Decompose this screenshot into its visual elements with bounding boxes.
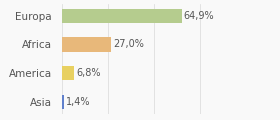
- Bar: [62, 37, 111, 52]
- Bar: [62, 66, 74, 80]
- Bar: [62, 9, 181, 23]
- Text: 1,4%: 1,4%: [66, 97, 90, 107]
- Text: 27,0%: 27,0%: [113, 39, 144, 49]
- Bar: [62, 95, 64, 109]
- Text: 6,8%: 6,8%: [76, 68, 101, 78]
- Text: 64,9%: 64,9%: [183, 11, 214, 21]
